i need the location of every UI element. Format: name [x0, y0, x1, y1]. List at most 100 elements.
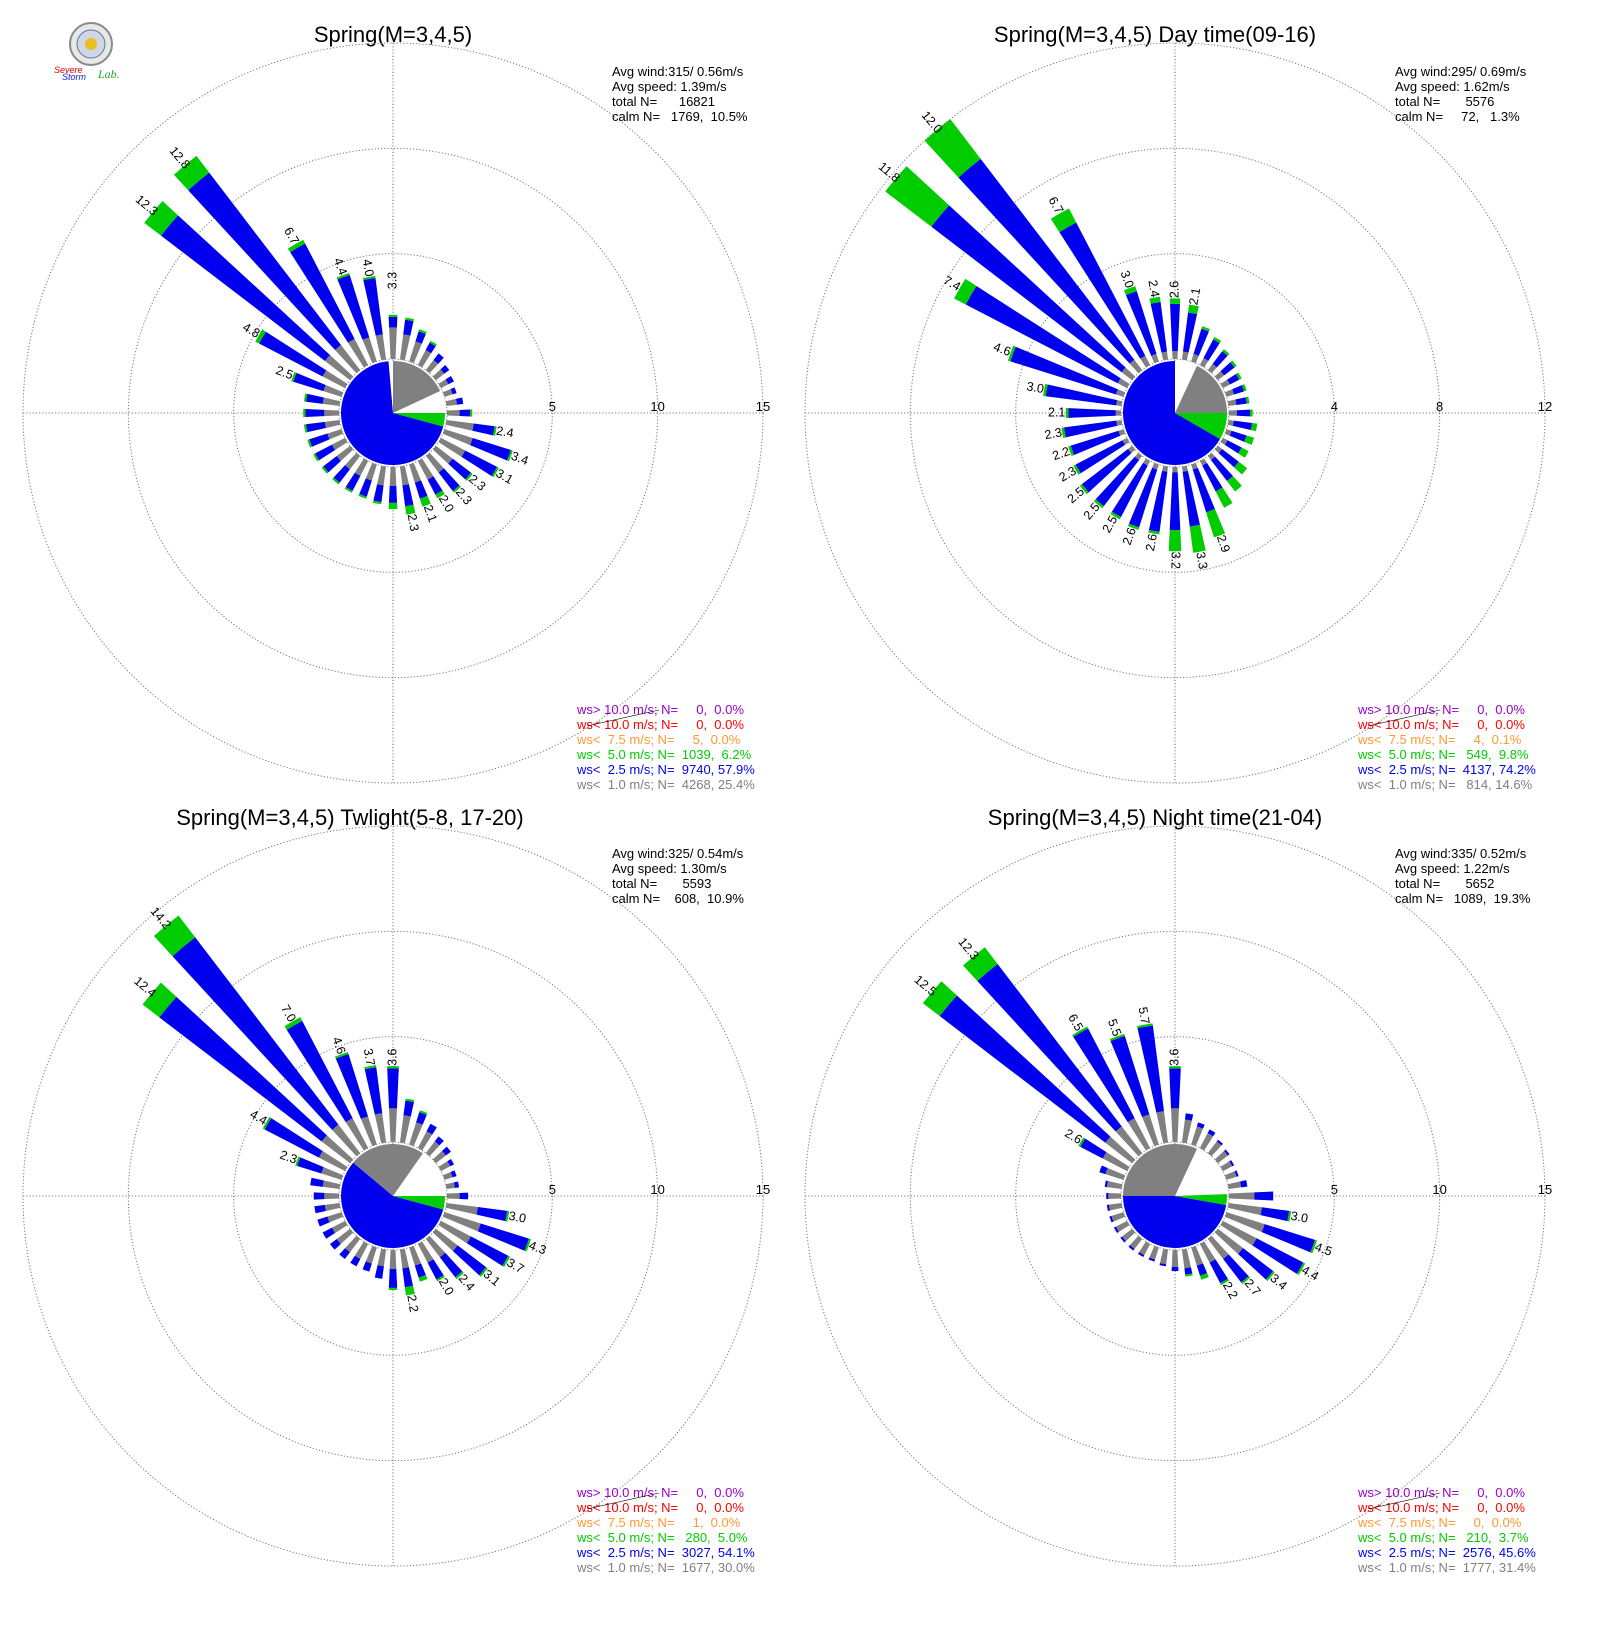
bar-segment-lt1 — [389, 1108, 397, 1143]
bar-segment-lt5 — [255, 329, 266, 344]
bar-segment-lt2_5 — [1081, 448, 1132, 493]
bar-segment-lt2_5 — [448, 458, 472, 480]
ring-5 — [233, 1036, 553, 1356]
legend-entry: ws< 1.0 m/s; N= 1777, 31.4% — [1357, 1560, 1536, 1575]
bar-segment-lt5 — [1079, 484, 1089, 495]
bar-segment-lt5 — [1078, 1137, 1086, 1147]
bar-segment-lt2_5 — [1137, 1252, 1145, 1258]
bar-segment-lt1 — [389, 327, 397, 360]
bar-segment-lt2_5 — [402, 484, 414, 507]
ring-label: 5 — [1331, 1182, 1338, 1197]
bar-segment-lt1 — [442, 1172, 453, 1180]
bar-segment-lt5 — [344, 486, 353, 493]
bar-segment-lt5 — [1222, 349, 1230, 356]
bar-segment-lt1 — [445, 1202, 478, 1215]
bar-segment-lt1 — [1143, 458, 1151, 466]
bar-segment-lt2_5 — [1224, 440, 1242, 454]
bar-segment-lt2_5 — [159, 996, 327, 1142]
bar-segment-lt1 — [1140, 355, 1151, 368]
bar-segment-lt5 — [1169, 1066, 1181, 1069]
legend-entry: ws> 10.0 m/s; N= 0, 0.0% — [1357, 702, 1525, 717]
panel-title: Spring(M=3,4,5) Day time(09-16) — [994, 22, 1316, 47]
bar-segment-lt5 — [262, 1116, 272, 1130]
legend-entry: ws< 2.5 m/s; N= 3027, 54.1% — [576, 1545, 755, 1560]
bar-segment-lt2_5 — [290, 243, 355, 343]
bar-segment-lt2_5 — [1220, 362, 1235, 376]
bar-segment-lt2_5 — [403, 319, 414, 336]
bar-segment-lt5 — [502, 1255, 511, 1268]
bar-segment-lt2_5 — [1099, 1165, 1108, 1175]
bar-segment-lt2_5 — [453, 1181, 460, 1188]
legend-entry: ws< 2.5 m/s; N= 4137, 74.2% — [1357, 762, 1536, 777]
ring-10 — [127, 147, 659, 679]
bar-segment-lt1 — [1181, 465, 1188, 472]
legend-entry: ws< 10.0 m/s; N= 0, 0.0% — [1357, 717, 1525, 732]
bar-total-label: 2.1 — [1186, 287, 1203, 307]
bar-segment-lt1 — [1207, 1141, 1222, 1157]
bar-segment-lt1 — [1227, 1181, 1242, 1190]
bar-segment-lt5 — [1226, 476, 1242, 492]
panel-title: Spring(M=3,4,5) Twlight(5-8, 17-20) — [176, 805, 523, 830]
bar-segment-lt2_5 — [470, 437, 511, 461]
bar-segment-lt5 — [419, 495, 431, 507]
windrose-panel-4: Spring(M=3,4,5) Night time(21-04) 5 10 15 3.… — [804, 805, 1552, 1575]
bar-segment-lt1 — [1149, 1245, 1159, 1260]
calm-pie-green — [1175, 1194, 1227, 1206]
bar-segment-lt5 — [321, 466, 329, 474]
bar-segment-lt2_5 — [1218, 448, 1239, 468]
bar-segment-lt2_5 — [1202, 462, 1223, 492]
bar-segment-lt5 — [1043, 383, 1048, 397]
bar-segment-lt1 — [417, 350, 432, 368]
ring-15 — [804, 825, 1546, 1567]
bar-total-label: 3.6 — [385, 1048, 399, 1065]
bar-segment-lt1 — [1115, 1126, 1143, 1157]
bar-segment-lt2_5 — [438, 468, 460, 492]
info-line: total N= 16821 — [612, 94, 715, 109]
bar-segment-lt1 — [1199, 358, 1209, 368]
bar-segment-lt2_5 — [1045, 384, 1118, 406]
bar-segment-lt2_5 — [427, 1259, 444, 1280]
bar-segment-lt2_5 — [455, 397, 464, 405]
legend-entry: ws< 10.0 m/s; N= 0, 0.0% — [576, 1500, 744, 1515]
bar-segment-lt1 — [365, 462, 377, 481]
bar-segment-lt1 — [354, 1241, 369, 1259]
calm-pie-blue — [341, 361, 444, 465]
bar-total-label: 4.4 — [331, 256, 350, 277]
bar-segment-lt1 — [324, 355, 354, 381]
bar-segment-lt2_5 — [188, 172, 342, 350]
bar-segment-lt1 — [377, 1248, 387, 1267]
bar-segment-lt2_5 — [1169, 1068, 1181, 1109]
ring-label: 10 — [650, 1182, 664, 1197]
bar-segment-lt1 — [409, 1122, 423, 1147]
bar-segment-lt2_5 — [364, 1067, 383, 1115]
bar-segment-lt1 — [327, 429, 344, 440]
bar-segment-lt2_5 — [931, 205, 1126, 373]
windrose-panel-3: Spring(M=3,4,5) Twlight(5-8, 17-20) 5 10 15… — [22, 805, 770, 1575]
info-line: Avg speed: 1.39m/s — [612, 79, 727, 94]
bar-segment-lt5 — [922, 981, 957, 1017]
bar-segment-lt2_5 — [309, 433, 330, 447]
bar-segment-lt1 — [377, 465, 387, 486]
bar-segment-lt5 — [153, 915, 196, 957]
bar-segment-lt5 — [1238, 447, 1249, 458]
bar-segment-lt2_5 — [1254, 1191, 1274, 1201]
bar-segment-lt2_5 — [160, 215, 330, 362]
bar-segment-lt1 — [1105, 1136, 1136, 1164]
bar-segment-lt2_5 — [1210, 456, 1233, 482]
bar-segment-lt2_5 — [450, 1170, 457, 1178]
ring-12 — [804, 42, 1546, 784]
bar-segment-lt2_5 — [259, 331, 327, 377]
bar-segment-lt2_5 — [317, 1216, 330, 1227]
bar-segment-lt5 — [388, 502, 398, 510]
bar-segment-lt2_5 — [373, 484, 384, 503]
bar-segment-lt5 — [1213, 337, 1222, 344]
bar-segment-lt5 — [1199, 1273, 1209, 1280]
bar-segment-lt1 — [417, 1131, 433, 1151]
bar-segment-lt5 — [358, 493, 367, 499]
bar-segment-lt2_5 — [1232, 385, 1245, 395]
bar-segment-lt2_5 — [1236, 409, 1251, 417]
bar-segment-lt1 — [1191, 1245, 1204, 1266]
bar-segment-lt1 — [374, 1113, 387, 1144]
bar-segment-lt2_5 — [965, 286, 1121, 384]
bar-segment-lt1 — [1160, 1248, 1169, 1265]
